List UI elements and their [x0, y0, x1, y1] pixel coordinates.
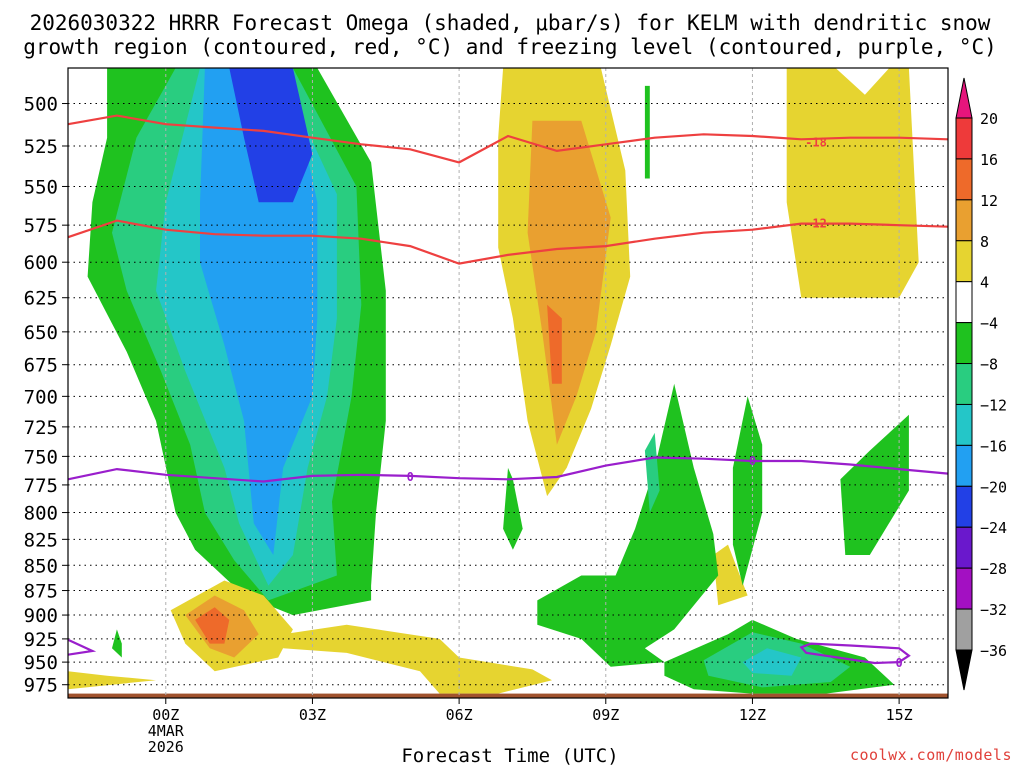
colorbar-label-0: 20	[980, 110, 998, 128]
x-tick-label-09Z: 09Z	[592, 706, 619, 724]
y-tick-label-625: 625	[24, 288, 58, 310]
x-tick-label-03Z: 03Z	[299, 706, 326, 724]
colorbar: 20 16 12 8 4 −4 −8 −12 −16 −20 −24 −28 −32 −36	[955, 77, 1007, 691]
y-tick-label-500: 500	[24, 94, 58, 116]
colorbar-bin-9	[955, 485, 973, 528]
colorbar-label-3: 8	[980, 233, 989, 251]
colorbar-label-9: −20	[980, 478, 1007, 496]
x-tick-label-12Z: 12Z	[739, 706, 766, 724]
colorbar-label-10: −24	[980, 519, 1007, 537]
shade-descent-yellow-upper-right	[786, 68, 919, 298]
y-tick-label-775: 775	[24, 475, 58, 497]
colorbar-label-1: 16	[980, 151, 998, 169]
shade-ascent-green-low	[537, 383, 719, 667]
y-tick-label-575: 575	[24, 215, 58, 237]
colorbar-bin-5	[955, 322, 973, 365]
colorbar-bin-12	[955, 608, 973, 651]
contour-label-minus18: -18	[805, 136, 827, 150]
y-axis: 500 525 550 575 600 625 650 675 700 725 750 775 800 8…	[24, 94, 68, 697]
contour--12	[67, 219, 949, 265]
shade-ascent-green-right	[840, 414, 909, 555]
colorbar-label-2: 12	[980, 192, 998, 210]
y-tick-label-850: 850	[24, 555, 58, 577]
y-tick-label-675: 675	[24, 355, 58, 377]
shade-ascent-teal-mid	[644, 432, 660, 513]
colorbar-label-12: −32	[980, 601, 1007, 619]
colorbar-label-11: −28	[980, 560, 1007, 578]
colorbar-top-arrow	[955, 77, 973, 119]
shade-ascent-blue	[229, 68, 313, 203]
colorbar-bin-3	[955, 240, 973, 283]
contour-label-zero-a: 0	[407, 470, 414, 484]
y-tick-label-525: 525	[24, 136, 58, 158]
shade-descent-orange-mid	[527, 120, 611, 445]
shade-ascent-green-tiny1	[503, 467, 523, 550]
contour-label-minus12: -12	[805, 217, 827, 231]
y-tick-label-825: 825	[24, 529, 58, 551]
y-tick-label-550: 550	[24, 176, 58, 198]
y-tick-label-900: 900	[24, 605, 58, 627]
colorbar-label-7: −12	[980, 396, 1007, 414]
colorbar-bin-7	[955, 403, 973, 446]
shade-descent-yellow-low-band	[283, 624, 552, 694]
y-tick-label-950: 950	[24, 652, 58, 674]
colorbar-bin-11	[955, 567, 973, 610]
y-tick-label-650: 650	[24, 322, 58, 344]
colorbar-bin-10	[955, 526, 973, 569]
contour--18	[67, 114, 949, 164]
y-tick-label-800: 800	[24, 503, 58, 525]
colorbar-label-4: 4	[980, 274, 989, 292]
colorbar-bin-4	[955, 281, 973, 324]
contour-0-box	[799, 642, 911, 665]
y-tick-label-975: 975	[24, 675, 58, 697]
colorbar-label-6: −8	[980, 356, 998, 374]
x-tick-label-15Z: 15Z	[886, 706, 913, 724]
shade-ascent-green-mid	[732, 396, 763, 586]
x-axis-label: Forecast Time (UTC)	[401, 745, 618, 767]
x-tick-label-06Z: 06Z	[446, 706, 473, 724]
y-tick-label-750: 750	[24, 446, 58, 468]
colorbar-label-8: −16	[980, 437, 1007, 455]
contour-0	[67, 456, 949, 483]
colorbar-bin-2	[955, 199, 973, 242]
colorbar-label-5: −4	[980, 315, 998, 333]
y-tick-label-725: 725	[24, 417, 58, 439]
y-tick-label-875: 875	[24, 581, 58, 603]
y-tick-label-600: 600	[24, 252, 58, 274]
y-tick-label-925: 925	[24, 629, 58, 651]
contour-label-zero-b: 0	[749, 454, 756, 468]
shade-ascent-green-strip	[644, 85, 650, 179]
shade-descent-red-mid	[547, 304, 562, 384]
y-tick-label-700: 700	[24, 386, 58, 408]
shade-descent-yellow-small-low	[68, 671, 156, 690]
plot-frame	[67, 67, 949, 699]
plot-area: -18 -12 0 0 0	[67, 67, 949, 699]
shade-descent-red-low-left	[195, 607, 230, 644]
contour-0-low	[67, 638, 97, 656]
credit-link[interactable]: coolwx.com/models	[849, 746, 1012, 764]
x-tick-sublabel-date: 4MAR	[148, 722, 185, 740]
colorbar-bin-6	[955, 363, 973, 405]
x-tick-sublabel-year: 2026	[148, 738, 184, 756]
colorbar-bin-0	[955, 117, 973, 160]
chart-title-line2: growth region (contoured, red, °C) and f…	[23, 35, 997, 59]
shade-ascent-green-tiny2	[112, 629, 122, 658]
colorbar-bottom-arrow	[955, 649, 973, 691]
colorbar-bin-1	[955, 158, 973, 201]
colorbar-bin-8	[955, 444, 973, 487]
chart-title-line1: 2026030322 HRRR Forecast Omega (shaded, …	[30, 11, 991, 35]
colorbar-label-13: −36	[980, 642, 1007, 660]
ground-terrain	[68, 693, 948, 698]
contour-label-zero-c: 0	[895, 656, 902, 670]
x-tick-label-00Z: 00Z	[152, 706, 179, 724]
